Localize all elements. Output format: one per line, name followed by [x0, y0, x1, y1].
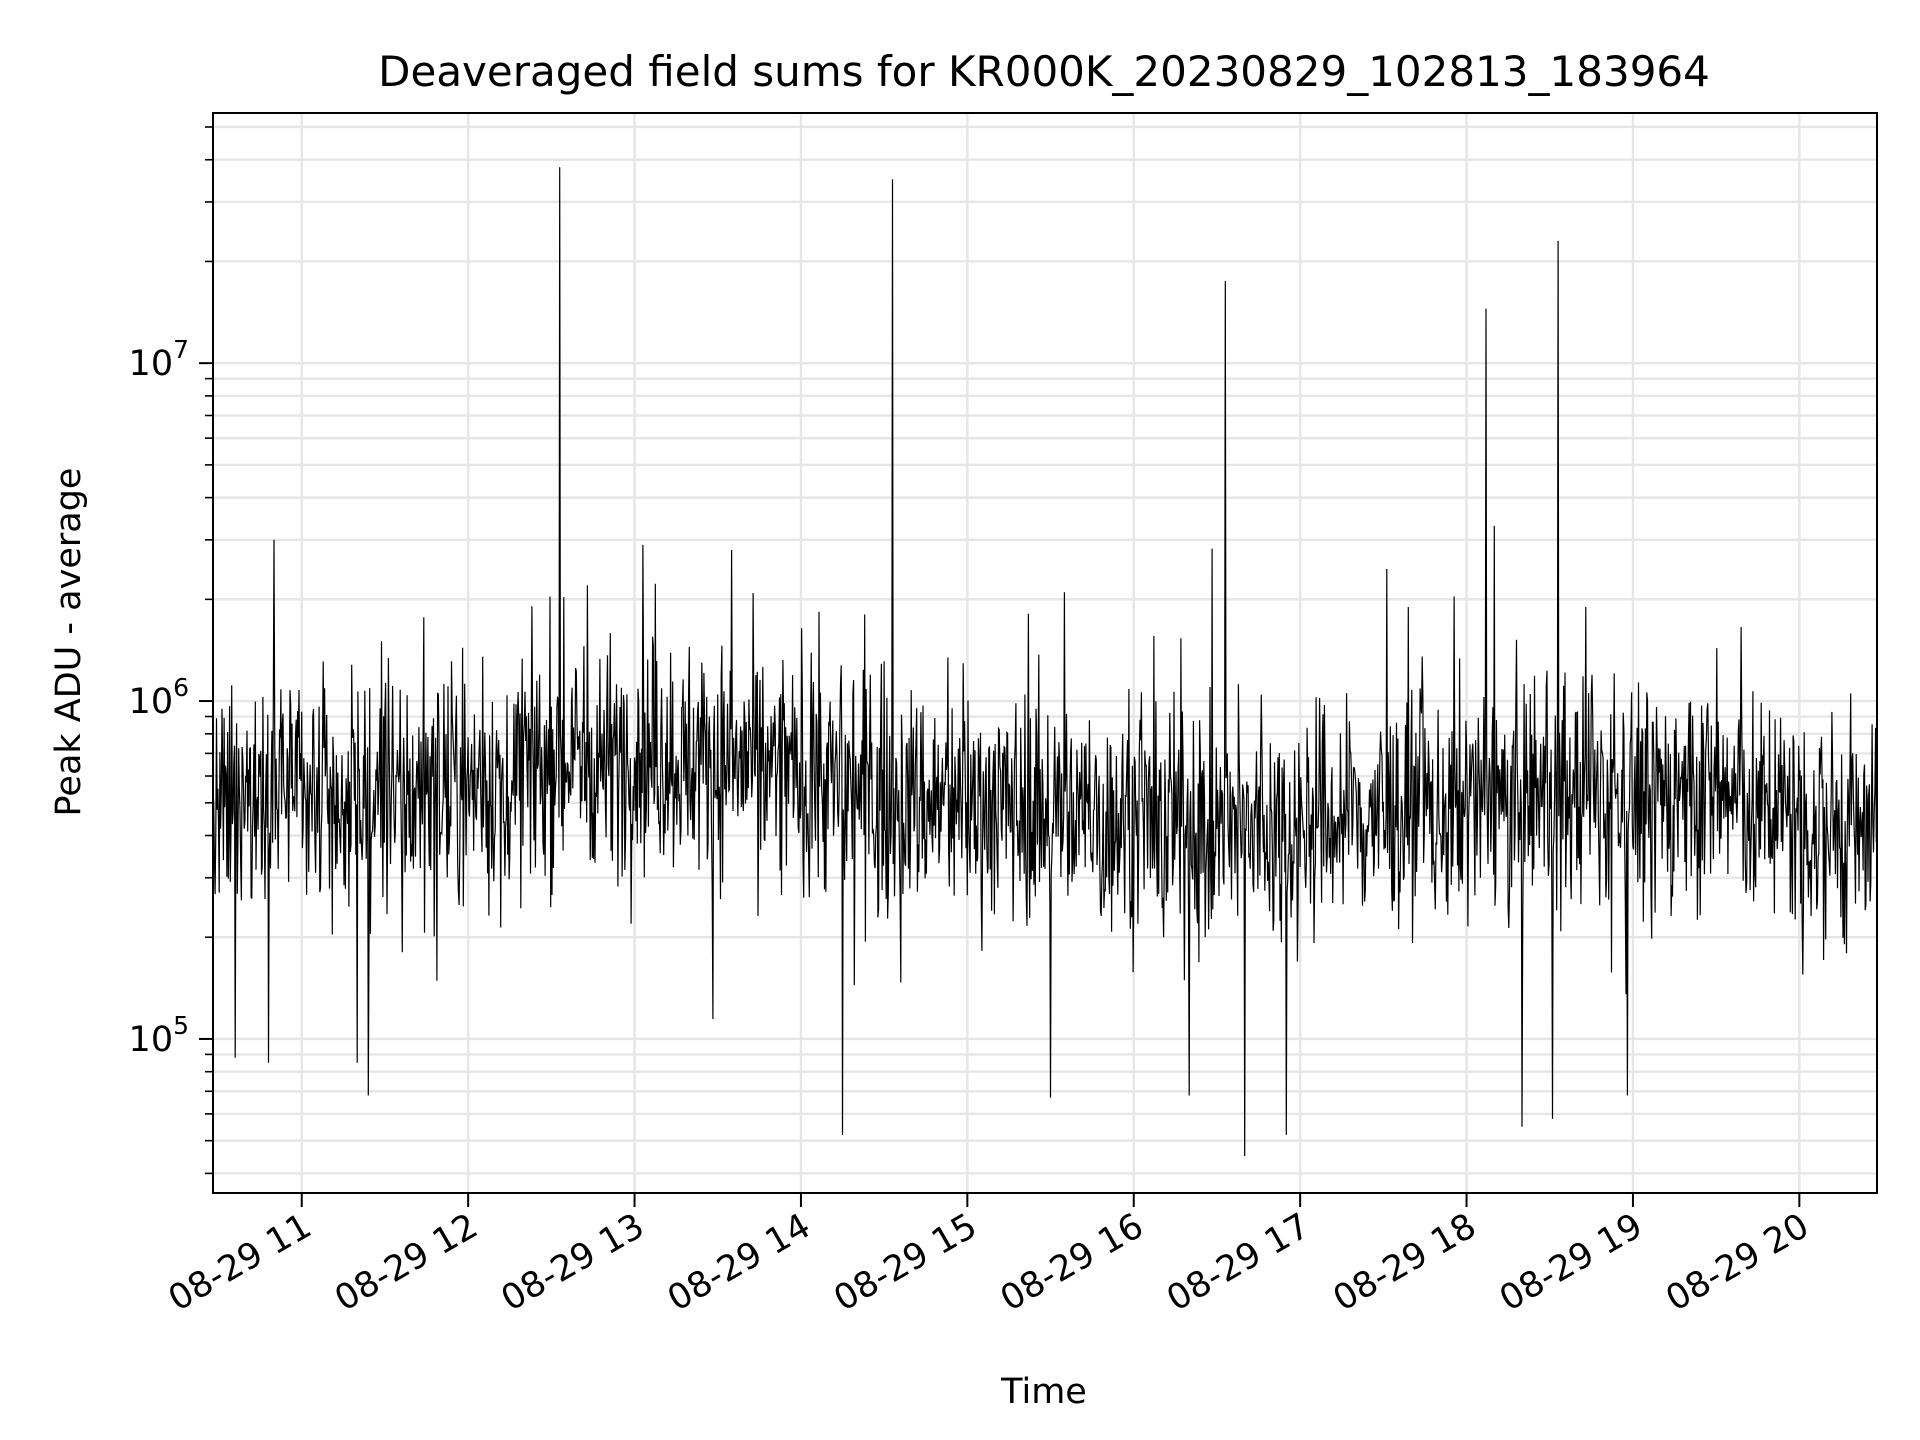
x-tick-label: 08-29 12 [328, 1206, 484, 1319]
series-line [213, 167, 1877, 1157]
x-axis-ticks: 08-29 11 08-29 12 08-29 13 08-29 14 08-29 15… [162, 1193, 1816, 1319]
x-tick-label: 08-29 11 [162, 1206, 318, 1319]
x-tick-label: 08-29 18 [1327, 1206, 1483, 1319]
x-axis-label: Time [1000, 1372, 1087, 1412]
x-tick-label: 08-29 19 [1493, 1206, 1649, 1319]
y-tick-label: 106 [129, 673, 189, 722]
plot-frame [212, 112, 1878, 1194]
y-tick-label: 107 [129, 335, 189, 384]
chart-title: Deaveraged field sums for KR000K_2023082… [378, 47, 1710, 96]
x-tick-label: 08-29 20 [1660, 1206, 1816, 1319]
plot-area [213, 167, 1877, 1157]
x-tick-label: 08-29 14 [661, 1206, 817, 1319]
x-tick-label: 08-29 15 [828, 1206, 984, 1319]
major-grid [213, 113, 1877, 1193]
y-axis-ticks: 105 106 107 [129, 126, 213, 1175]
y-axis-label: Peak ADU - average [49, 468, 89, 817]
x-tick-label: 08-29 13 [495, 1206, 651, 1319]
x-tick-label: 08-29 16 [994, 1206, 1150, 1319]
y-tick-label: 105 [129, 1011, 189, 1060]
x-tick-label: 08-29 17 [1160, 1206, 1316, 1319]
